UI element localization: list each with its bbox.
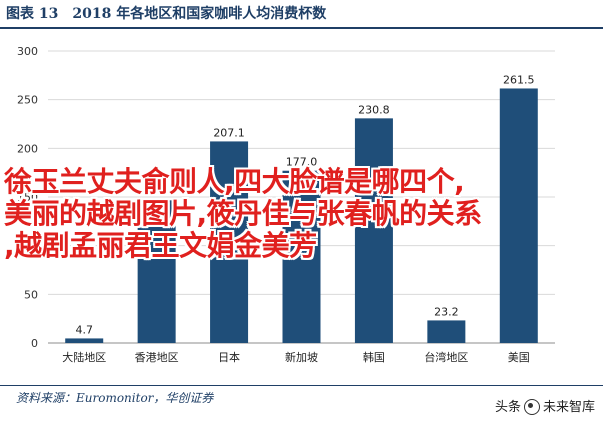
bar [282,170,321,343]
value-label: 177.0 [286,156,318,169]
y-tick-label: 150 [17,191,38,204]
x-tick-label: 美国 [508,351,530,364]
brand-name: 未来智库 [542,400,595,415]
source-note: 资料来源：Euromonitor，华创证券 [16,391,214,405]
bar [499,88,538,343]
bar [354,118,393,343]
header-rule [0,27,603,29]
watermark-brand: 头条 未来智库 [495,396,595,417]
y-tick-label: 300 [17,45,38,58]
bar-chart: 0 50 100 150 200 250 300 4.7 207.1 177.0 230.8 23.… [17,45,555,364]
figure-label: 图表 13 [6,6,59,22]
overlay-text: 徐玉兰丈夫俞则人,四大脸谱是哪四个, 美丽的越剧图片,筱丹佳与张春帆的关系 ,越… [4,166,600,262]
chart-title: 2018 年各地区和国家咖啡人均消费杯数 [72,6,327,22]
y-tick-label: 100 [17,240,38,253]
value-label: 230.8 [358,103,390,116]
bar [65,338,104,343]
x-axis-ticks: 大陆地区 香港地区 日本 新加坡 韩国 台湾地区 美国 [62,350,530,364]
value-label: 261.5 [503,73,535,86]
bar [137,200,176,343]
y-tick-label: 200 [17,142,38,155]
y-tick-label: 0 [31,337,38,350]
overlay-line: 美丽的越剧图片,筱丹佳与张春帆的关系 [4,197,482,230]
at-icon [523,398,540,415]
value-label: 207.1 [213,126,245,139]
bar [210,141,249,343]
overlay-line: ,越剧孟丽君王文娟金美芳 [4,229,317,262]
y-axis-ticks: 0 50 100 150 200 250 300 [17,45,38,350]
x-tick-label: 香港地区 [135,351,179,364]
overlay-line: 徐玉兰丈夫俞则人,四大脸谱是哪四个, [4,165,465,198]
footer-rule [0,385,603,386]
value-labels: 4.7 207.1 177.0 230.8 23.2 261.5 [75,73,534,336]
bars [65,88,538,343]
figure-title: 图表 13 2018 年各地区和国家咖啡人均消费杯数 [6,3,326,23]
x-tick-label: 韩国 [363,350,385,364]
y-tick-label: 250 [17,94,38,107]
x-tick-label: 大陆地区 [62,350,106,364]
x-tick-label: 新加坡 [285,350,318,364]
figure-header: 图表 13 2018 年各地区和国家咖啡人均消费杯数 [0,0,603,26]
y-tick-label: 50 [24,288,38,301]
value-label: 4.7 [75,323,93,336]
bar [427,320,466,343]
x-tick-label: 台湾地区 [424,350,468,364]
brand-prefix: 头条 [494,400,521,415]
value-label: 23.2 [434,305,459,318]
x-tick-label: 日本 [218,350,240,364]
